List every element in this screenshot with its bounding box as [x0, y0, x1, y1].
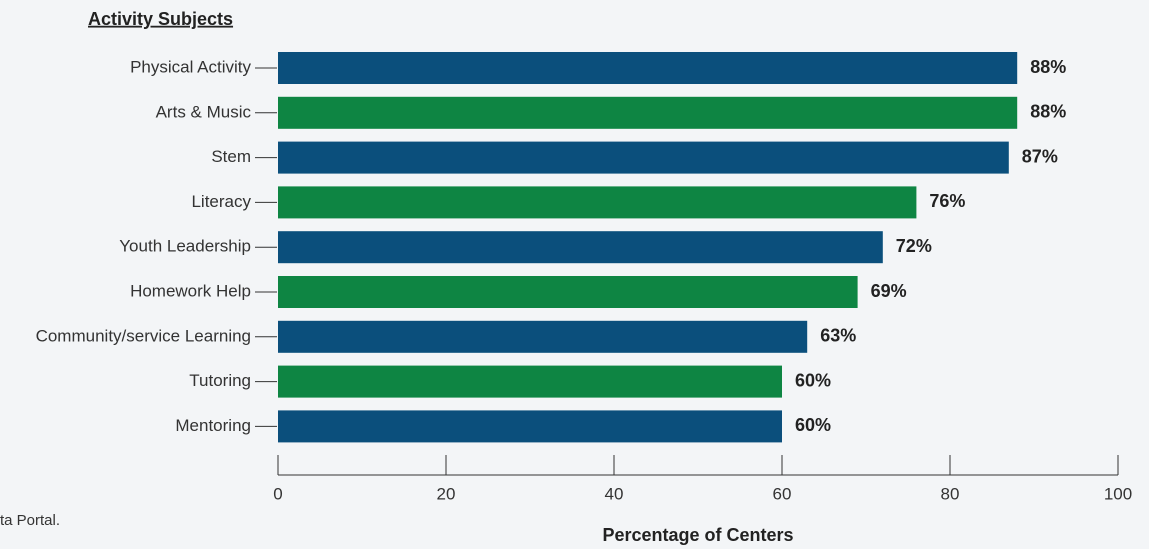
y-tick-label: Mentoring — [175, 416, 251, 435]
value-label: 72% — [896, 236, 932, 256]
y-tick-label: Youth Leadership — [119, 237, 251, 256]
value-label: 60% — [795, 370, 831, 390]
value-label: 69% — [871, 281, 907, 301]
bar — [278, 96, 1018, 129]
y-tick-label: Arts & Music — [156, 102, 252, 121]
bar — [278, 365, 782, 398]
y-tick-label: Community/service Learning — [36, 326, 251, 345]
y-tick-label: Physical Activity — [130, 57, 251, 76]
x-tick-label: 100 — [1104, 484, 1132, 503]
bar — [278, 276, 858, 308]
y-tick-label: Homework Help — [130, 281, 251, 300]
value-label: 88% — [1030, 57, 1066, 77]
x-tick-label: 20 — [437, 484, 456, 503]
bar — [278, 320, 808, 353]
x-tick-label: 80 — [941, 484, 960, 503]
value-label: 87% — [1022, 146, 1058, 166]
source-note: ta Portal. — [0, 512, 60, 529]
value-label: 63% — [820, 326, 856, 346]
bar — [278, 141, 1009, 174]
bar — [278, 52, 1018, 84]
x-tick-label: 60 — [773, 484, 792, 503]
value-label: 88% — [1030, 102, 1066, 122]
chart-title: Activity Subjects — [88, 9, 233, 29]
bar — [278, 186, 917, 219]
bar — [278, 410, 782, 443]
value-label: 60% — [795, 415, 831, 435]
y-tick-label: Literacy — [191, 192, 251, 211]
y-tick-label: Tutoring — [189, 371, 251, 390]
value-label: 76% — [929, 191, 965, 211]
x-tick-label: 40 — [605, 484, 624, 503]
y-tick-label: Stem — [211, 147, 251, 166]
x-axis-label: Percentage of Centers — [602, 525, 793, 545]
x-tick-label: 0 — [273, 484, 282, 503]
bar — [278, 231, 883, 264]
